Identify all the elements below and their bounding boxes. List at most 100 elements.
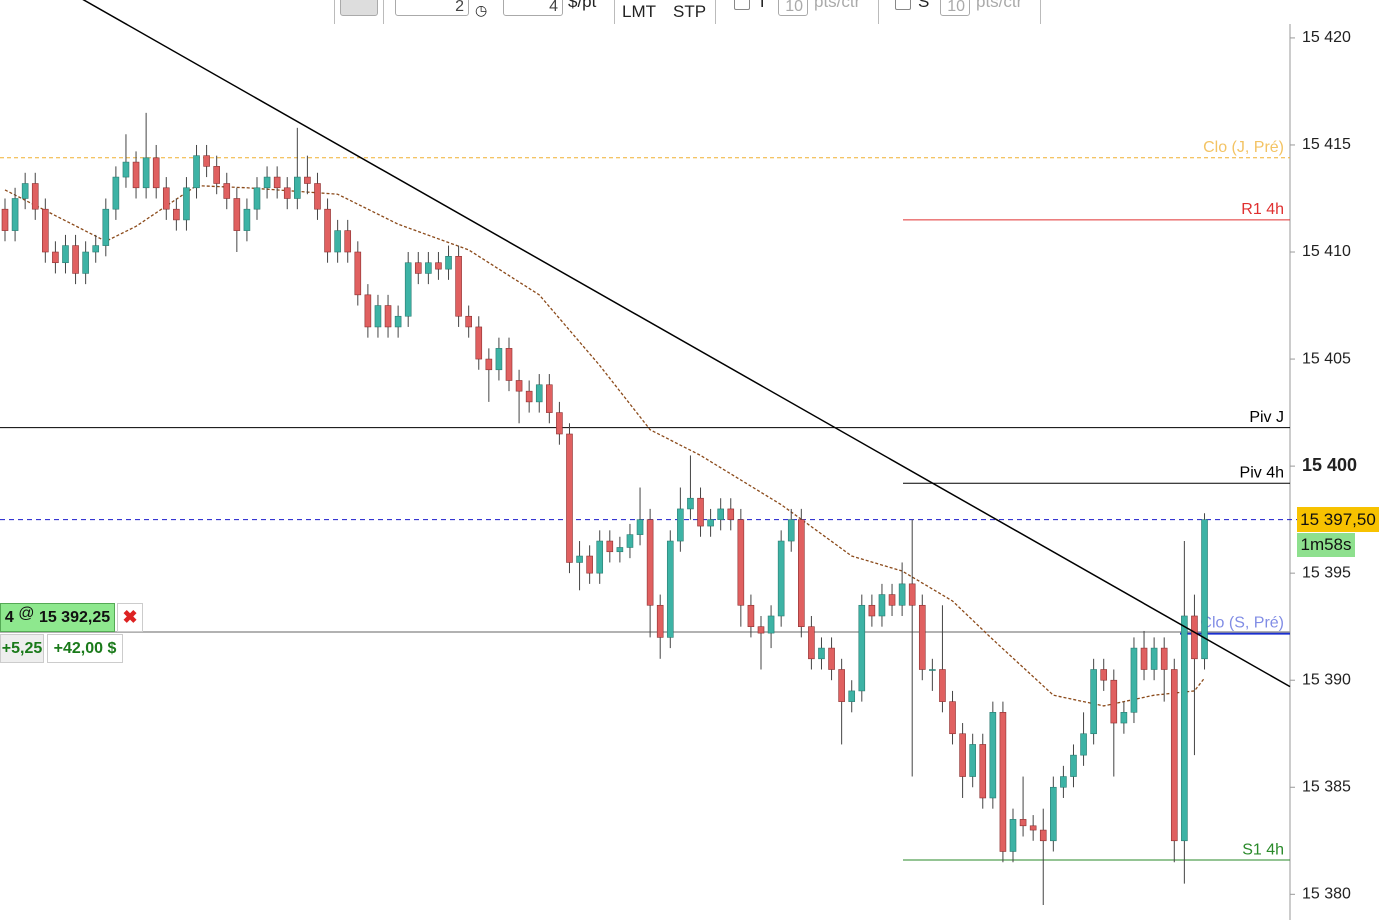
candle-body	[1160, 647, 1168, 670]
candle-body	[979, 744, 987, 799]
candle-body	[515, 380, 523, 392]
candle-body	[929, 669, 936, 671]
candle-body	[505, 348, 513, 381]
candle-body	[1060, 776, 1067, 788]
separator	[334, 0, 335, 24]
candle-body	[556, 412, 563, 435]
level-label: Piv J	[1249, 409, 1284, 426]
candle-body	[747, 604, 755, 627]
order-type-button[interactable]: LMT	[622, 2, 656, 21]
position-at: @	[18, 604, 35, 622]
candle-body	[1181, 615, 1188, 842]
stop-loss-input[interactable]: 10	[940, 0, 970, 16]
candle-body	[1019, 819, 1027, 827]
candle-body	[162, 187, 170, 210]
candle-body	[767, 615, 775, 634]
checkbox[interactable]	[734, 0, 750, 10]
position-price: 15 392,25	[38, 608, 111, 626]
stop-loss-unit: pts/ctr	[976, 0, 1023, 11]
bar-timer: 1m58s	[1297, 533, 1355, 557]
candle-body	[112, 176, 120, 210]
separator	[715, 0, 716, 24]
unit-label: $/pt	[568, 0, 597, 11]
quantity-input[interactable]: 2	[395, 0, 469, 16]
candle-body	[1150, 647, 1158, 670]
position-pnl: +42,00 $	[47, 634, 123, 663]
candle-body	[656, 604, 664, 638]
candle-body	[152, 157, 160, 189]
candle-body	[546, 384, 553, 413]
candle-body	[1100, 669, 1108, 681]
y-tick-label: 15 385	[1302, 778, 1351, 795]
separator	[383, 0, 384, 24]
candle-body	[777, 540, 785, 617]
candle-body	[1140, 647, 1148, 670]
candle-body	[798, 519, 805, 627]
candle-body	[697, 497, 704, 527]
keyboard-button[interactable]	[340, 0, 378, 16]
candle-body	[586, 555, 593, 574]
candle-body	[193, 155, 200, 189]
candle-body	[173, 208, 180, 221]
candle-body	[314, 183, 321, 210]
candle-body	[636, 519, 644, 535]
candle-body	[253, 187, 261, 210]
candle-body	[233, 198, 241, 231]
candle-body	[727, 508, 735, 520]
candle-body	[1029, 825, 1037, 831]
candle-body	[888, 594, 896, 606]
candle-body	[1120, 712, 1128, 724]
candle-body	[646, 519, 654, 606]
y-tick-label: 15 390	[1302, 671, 1351, 688]
candle-body	[939, 669, 946, 702]
candle-body	[21, 183, 29, 199]
y-tick-label: 15 410	[1302, 243, 1351, 260]
candle-body	[374, 305, 382, 328]
candle-body	[707, 519, 714, 527]
candle-body	[404, 262, 412, 317]
candle-body	[304, 176, 311, 184]
checkbox[interactable]	[895, 0, 911, 10]
candle-body	[394, 315, 402, 328]
y-tick-label: 15 420	[1302, 29, 1351, 46]
position-quantity: 4	[4, 608, 14, 626]
close-position-button[interactable]: ✖	[117, 603, 143, 632]
position-points: +5,25	[0, 634, 44, 663]
candle-body	[273, 176, 281, 189]
candle-body	[606, 540, 614, 553]
candle-body	[1039, 829, 1047, 842]
candle-body	[243, 208, 251, 231]
candle-body	[808, 626, 815, 660]
order-type-button[interactable]: STP	[673, 2, 707, 21]
candle-body	[364, 294, 372, 328]
candle-body	[949, 701, 956, 735]
level-label: S1 4h	[1242, 841, 1284, 858]
candle-body	[878, 594, 886, 617]
candle-body	[445, 255, 452, 270]
candle-body	[596, 540, 604, 574]
candle-body	[1080, 733, 1087, 756]
trendline	[82, 0, 1291, 688]
separator	[614, 0, 615, 24]
candle-body	[425, 262, 432, 274]
candle-body	[848, 690, 856, 702]
candle-body	[344, 230, 352, 253]
candle-body	[384, 305, 392, 328]
take-profit-unit: pts/ctr	[814, 0, 861, 11]
position-box[interactable]: 4 @ 15 392,25	[0, 603, 115, 632]
multiplier-input[interactable]: 4	[503, 0, 563, 16]
level-label: R1 4h	[1241, 201, 1284, 218]
candle-body	[908, 583, 916, 606]
candle-body	[969, 744, 976, 777]
candle-body	[142, 157, 150, 189]
candle-body	[132, 161, 140, 189]
candle-body	[455, 255, 462, 317]
candle-body	[757, 626, 765, 634]
candle-body	[1110, 679, 1118, 724]
candle-body	[616, 547, 624, 553]
last-price-tag: 15 397,50	[1297, 507, 1379, 532]
candle-body	[31, 183, 39, 210]
level-label: Clo (S, Pré)	[1200, 614, 1284, 631]
take-profit-input[interactable]: 10	[778, 0, 808, 16]
candle-body	[1, 208, 9, 231]
